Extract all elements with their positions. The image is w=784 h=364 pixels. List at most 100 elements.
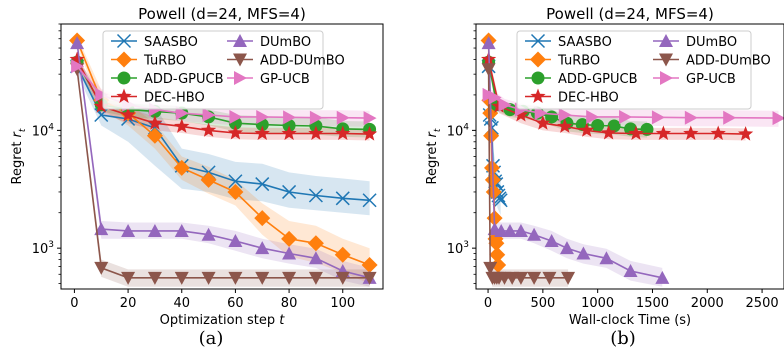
point-dec-hbo (69, 51, 85, 66)
legend-label: SAASBO (558, 35, 612, 50)
point-dec-hbo (281, 125, 297, 140)
caption-b: (b) (610, 328, 636, 349)
legend-label: ADD-DUmBO (686, 54, 771, 69)
y-tick-label: 103 (32, 240, 54, 257)
point-dec-hbo (254, 125, 270, 140)
point-add-dumbo (513, 271, 528, 285)
plot-area (480, 32, 784, 287)
point-add-dumbo (335, 271, 350, 285)
legend-marker-saasbo (116, 33, 132, 49)
chart-title: Powell (d=24, MFS=4) (138, 5, 306, 23)
point-gp-ucb (336, 110, 350, 125)
point-dumbo (481, 36, 496, 50)
point-dec-hbo (535, 115, 551, 130)
chart-title: Powell (d=24, MFS=4) (546, 5, 714, 23)
point-gp-ucb (498, 97, 512, 112)
point-add-gpucb (640, 122, 654, 136)
legend-label: ADD-GPUCB (144, 72, 224, 87)
point-saasbo (94, 107, 109, 123)
point-dec-hbo (513, 107, 529, 122)
point-gp-ucb (95, 87, 109, 102)
point-dec-hbo (227, 125, 243, 140)
point-dumbo (527, 227, 542, 241)
point-dumbo (559, 241, 574, 255)
point-gp-ucb (723, 110, 737, 125)
y-tick-label: 104 (32, 122, 55, 139)
point-add-dumbo (527, 271, 542, 285)
point-dumbo (308, 251, 323, 265)
band-saasbo (77, 59, 370, 216)
point-add-dumbo (481, 63, 496, 77)
point-dec-hbo (362, 126, 378, 141)
band-dec-hbo (77, 54, 370, 141)
legend-label: DEC-HBO (558, 91, 619, 106)
point-add-gpucb (591, 118, 605, 132)
legend: SAASBO TuRBO ADD-GPUCB DEC-HBO DUmBO ADD-DUmB… (102, 30, 345, 110)
point-dec-hbo (174, 118, 190, 133)
x-axis-label: Optimization step t (160, 313, 286, 328)
x-tick-label: 0 (70, 296, 78, 311)
point-dumbo (121, 223, 136, 237)
point-dec-hbo (738, 126, 754, 141)
legend-label: GP-UCB (686, 72, 736, 87)
x-tick-label: 2500 (746, 296, 779, 311)
legend-label: ADD-GPUCB (558, 72, 638, 87)
point-dec-hbo (120, 107, 136, 122)
point-gp-ucb (684, 110, 698, 125)
point-saasbo (308, 188, 323, 203)
point-add-dumbo (561, 271, 576, 285)
x-tick-label: 40 (173, 296, 190, 311)
point-saasbo (362, 193, 377, 208)
band-dumbo (77, 38, 370, 287)
x-axis-label: Wall-clock Time (s) (569, 313, 691, 328)
point-dumbo (70, 36, 85, 50)
point-turbo (490, 256, 507, 273)
x-tick-label: 100 (330, 296, 355, 311)
legend-marker-turbo (530, 51, 546, 68)
point-dec-hbo (683, 125, 699, 140)
point-dec-hbo (201, 122, 217, 137)
point-dec-hbo (147, 115, 163, 130)
legend-marker-gp-ucb (660, 71, 673, 85)
legend-marker-add-gpucb (531, 71, 545, 85)
point-gp-ucb (586, 109, 600, 124)
legend-label: ADD-DUmBO (260, 54, 345, 69)
point-turbo (361, 256, 378, 273)
point-add-dumbo (505, 271, 520, 285)
point-gp-ucb (651, 110, 665, 125)
x-tick-label: 80 (281, 296, 298, 311)
point-turbo (200, 171, 217, 188)
line-saasbo (76, 65, 370, 202)
y-tick-label: 104 (447, 122, 470, 139)
plot-area (69, 32, 378, 287)
point-dumbo (255, 241, 270, 255)
point-dec-hbo (601, 125, 617, 140)
x-tick-label: 60 (227, 296, 244, 311)
point-dumbo (201, 227, 216, 241)
point-dec-hbo (335, 125, 351, 140)
point-dec-hbo (710, 125, 726, 140)
legend-label: DEC-HBO (144, 91, 205, 106)
legend-box (516, 30, 752, 110)
point-add-dumbo (94, 261, 109, 275)
point-gp-ucb (488, 90, 502, 105)
point-gp-ucb (175, 106, 189, 121)
point-gp-ucb (534, 106, 548, 121)
point-dec-hbo (579, 122, 595, 137)
point-dumbo (502, 223, 517, 237)
point-dec-hbo (557, 118, 573, 133)
legend-marker-add-dumbo (233, 53, 247, 67)
legend: SAASBO TuRBO ADD-GPUCB DEC-HBO DUmBO ADD-DUmB… (516, 30, 771, 110)
point-dumbo (576, 246, 591, 260)
point-add-dumbo (308, 271, 323, 285)
x-tick-label: 1000 (581, 296, 614, 311)
y-tick-label: 103 (447, 240, 469, 257)
legend-label: DUmBO (260, 35, 311, 50)
legend-marker-add-dumbo (659, 53, 673, 67)
legend-marker-gp-ucb (234, 71, 247, 85)
point-dec-hbo (655, 125, 671, 140)
x-tick-label: 500 (530, 296, 555, 311)
point-saasbo (255, 177, 270, 192)
point-add-dumbo (255, 271, 270, 285)
legend-label: GP-UCB (260, 72, 310, 87)
